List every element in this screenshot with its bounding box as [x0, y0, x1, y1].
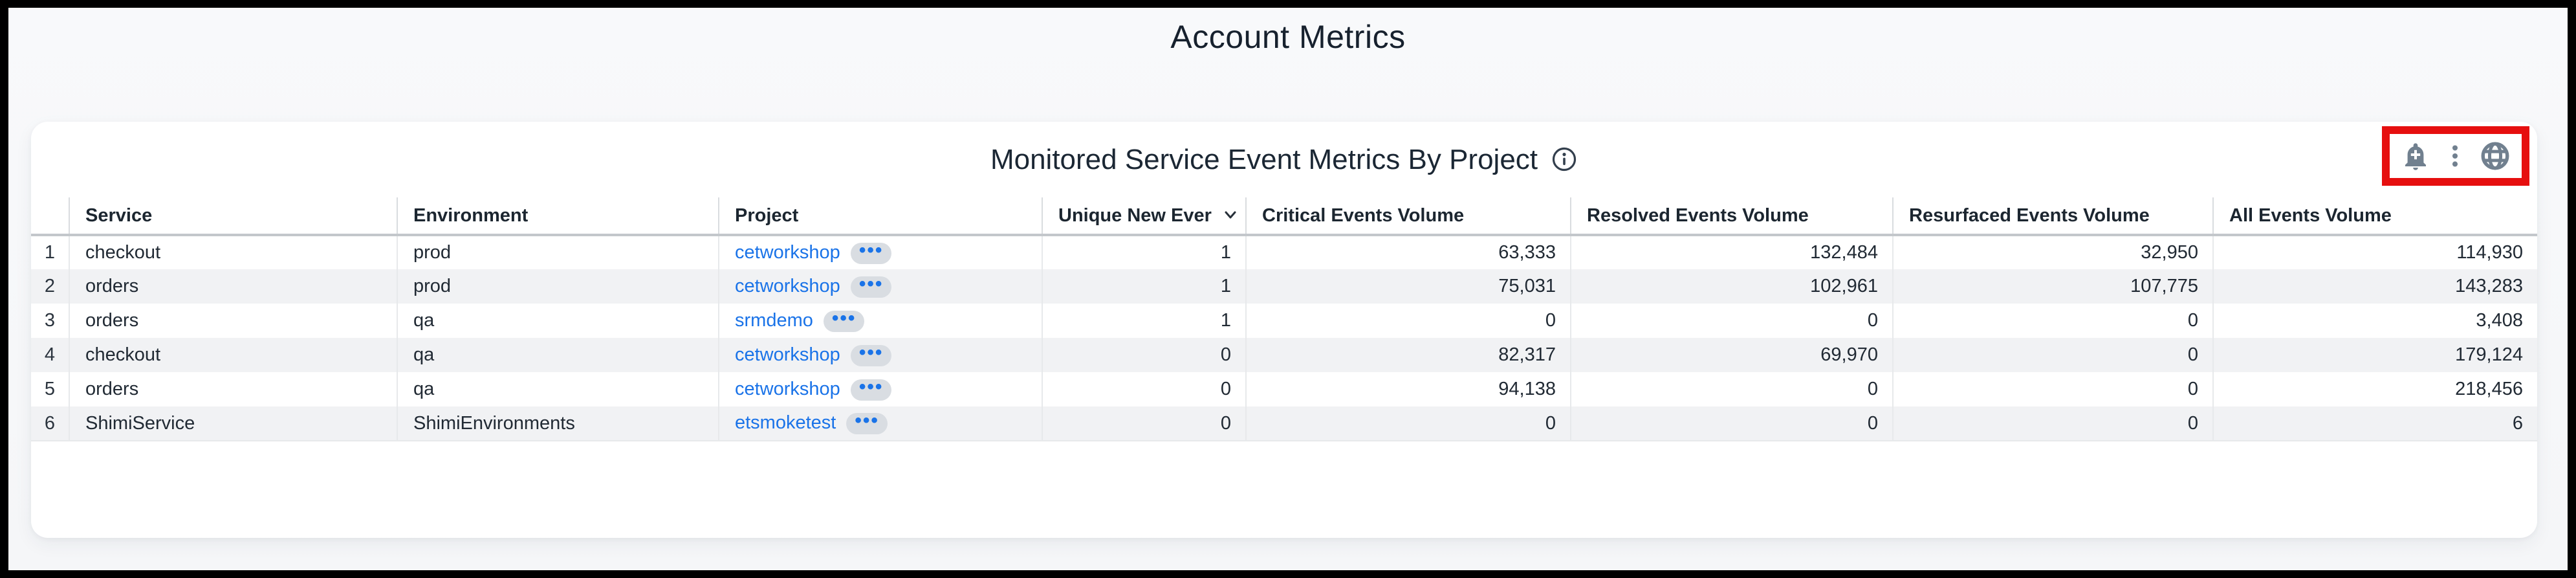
project-cell: cetworkshop •••	[718, 269, 1042, 304]
project-cell: cetworkshop •••	[718, 338, 1042, 372]
all-events-cell: 114,930	[2212, 235, 2537, 269]
project-more-badge[interactable]: •••	[850, 377, 892, 401]
project-link[interactable]: cetworkshop	[735, 344, 840, 365]
project-more-badge[interactable]: •••	[850, 274, 892, 298]
unique-new-ever-cell: 0	[1042, 338, 1246, 372]
service-cell: checkout	[69, 235, 397, 269]
project-link[interactable]: cetworkshop	[735, 378, 840, 399]
critical-events-cell: 63,333	[1245, 235, 1571, 269]
service-cell: orders	[69, 304, 397, 338]
resolved-events-cell: 69,970	[1570, 338, 1893, 372]
critical-events-cell: 94,138	[1245, 372, 1571, 406]
unique-new-ever-cell: 1	[1042, 269, 1246, 304]
resurfaced-events-cell: 32,950	[1892, 235, 2213, 269]
all-events-cell: 143,283	[2212, 269, 2537, 304]
column-header-critical-events-volume[interactable]: Critical Events Volume	[1245, 197, 1571, 236]
environment-cell: qa	[397, 304, 719, 338]
table-row: 5 orders qa cetworkshop ••• 0 94,138 0 0 …	[31, 372, 2537, 406]
dashboard-page: Account Metrics Monitored Service Event …	[8, 8, 2568, 570]
resurfaced-events-cell: 0	[1892, 372, 2213, 406]
page-title: Account Metrics	[1170, 19, 1406, 55]
resolved-events-cell: 0	[1570, 406, 1893, 441]
column-header-resurfaced-events-volume[interactable]: Resurfaced Events Volume	[1892, 197, 2213, 236]
column-header-project[interactable]: Project	[718, 197, 1042, 236]
globe-icon	[2481, 142, 2509, 170]
table-row: 1 checkout prod cetworkshop ••• 1 63,333 …	[31, 235, 2537, 269]
metrics-table: Service Environment Project Unique New E…	[31, 197, 2537, 441]
resurfaced-events-cell: 107,775	[1892, 269, 2213, 304]
project-cell: cetworkshop •••	[718, 372, 1042, 406]
environment-cell: ShimiEnvironments	[397, 406, 719, 441]
environment-cell: qa	[397, 338, 719, 372]
resurfaced-events-cell: 0	[1892, 304, 2213, 338]
unique-new-ever-cell: 1	[1042, 235, 1246, 269]
project-cell: cetworkshop •••	[718, 235, 1042, 269]
panel-title: Monitored Service Event Metrics By Proje…	[990, 144, 1538, 175]
all-events-cell: 218,456	[2212, 372, 2537, 406]
service-cell: orders	[69, 269, 397, 304]
unique-new-ever-cell: 0	[1042, 372, 1246, 406]
project-link[interactable]: etsmoketest	[735, 412, 836, 433]
project-more-badge[interactable]: •••	[850, 342, 892, 366]
column-header-environment[interactable]: Environment	[397, 197, 719, 236]
column-header-resolved-events-volume[interactable]: Resolved Events Volume	[1570, 197, 1893, 236]
row-number: 5	[44, 379, 56, 399]
project-more-badge[interactable]: •••	[823, 308, 865, 332]
resolved-events-cell: 102,961	[1570, 269, 1893, 304]
add-alert-icon	[2405, 143, 2426, 170]
column-header-rownum	[31, 197, 69, 236]
add-alert-button[interactable]	[2400, 140, 2431, 172]
project-link[interactable]: srmdemo	[735, 309, 813, 331]
project-cell: etsmoketest •••	[718, 406, 1042, 441]
critical-events-cell: 0	[1245, 406, 1571, 441]
unique-new-ever-cell: 0	[1042, 406, 1246, 441]
environment-cell: qa	[397, 372, 719, 406]
project-link[interactable]: cetworkshop	[735, 275, 840, 296]
environment-cell: prod	[397, 235, 719, 269]
resurfaced-events-cell: 0	[1892, 406, 2213, 441]
unique-new-ever-cell: 1	[1042, 304, 1246, 338]
critical-events-cell: 75,031	[1245, 269, 1571, 304]
sort-desc-icon	[1225, 211, 1236, 218]
service-cell: checkout	[69, 338, 397, 372]
column-header-all-events-volume[interactable]: All Events Volume	[2212, 197, 2537, 236]
column-header-service[interactable]: Service	[69, 197, 397, 236]
header-row: Service Environment Project Unique New E…	[31, 197, 2537, 236]
column-header-unique-new-ever[interactable]: Unique New Ever	[1042, 197, 1246, 236]
kebab-menu-icon	[2452, 145, 2458, 167]
resolved-events-cell: 132,484	[1570, 235, 1893, 269]
row-number: 3	[44, 310, 56, 331]
table-row: 6 ShimiService ShimiEnvironments etsmoke…	[31, 406, 2537, 441]
row-number: 1	[44, 242, 56, 263]
service-cell: ShimiService	[69, 406, 397, 441]
all-events-cell: 3,408	[2212, 304, 2537, 338]
resolved-events-cell: 0	[1570, 372, 1893, 406]
info-icon[interactable]	[1551, 146, 1578, 173]
table-row: 4 checkout qa cetworkshop ••• 0 82,317 69…	[31, 338, 2537, 372]
resurfaced-events-cell: 0	[1892, 338, 2213, 372]
panel-title-row: Monitored Service Event Metrics By Proje…	[31, 144, 2537, 176]
row-number: 2	[44, 276, 56, 296]
all-events-cell: 179,124	[2212, 338, 2537, 372]
annotation-highlight-box	[2382, 126, 2529, 186]
panel-card: Monitored Service Event Metrics By Proje…	[31, 122, 2537, 538]
row-number: 4	[44, 344, 56, 365]
project-link[interactable]: cetworkshop	[735, 241, 840, 263]
critical-events-cell: 82,317	[1245, 338, 1571, 372]
project-more-badge[interactable]: •••	[850, 240, 892, 264]
critical-events-cell: 0	[1245, 304, 1571, 338]
service-cell: orders	[69, 372, 397, 406]
project-more-badge[interactable]: •••	[846, 411, 888, 434]
environment-cell: prod	[397, 269, 719, 304]
row-number: 6	[31, 406, 69, 441]
project-cell: srmdemo •••	[718, 304, 1042, 338]
globe-button[interactable]	[2479, 140, 2511, 172]
table-row: 3 orders qa srmdemo ••• 1 0 0 0 3,408	[31, 304, 2537, 338]
resolved-events-cell: 0	[1570, 304, 1893, 338]
all-events-cell: 6	[2212, 406, 2537, 441]
kebab-menu-button[interactable]	[2441, 142, 2469, 170]
table-row: 2 orders prod cetworkshop ••• 1 75,031 10…	[31, 269, 2537, 304]
